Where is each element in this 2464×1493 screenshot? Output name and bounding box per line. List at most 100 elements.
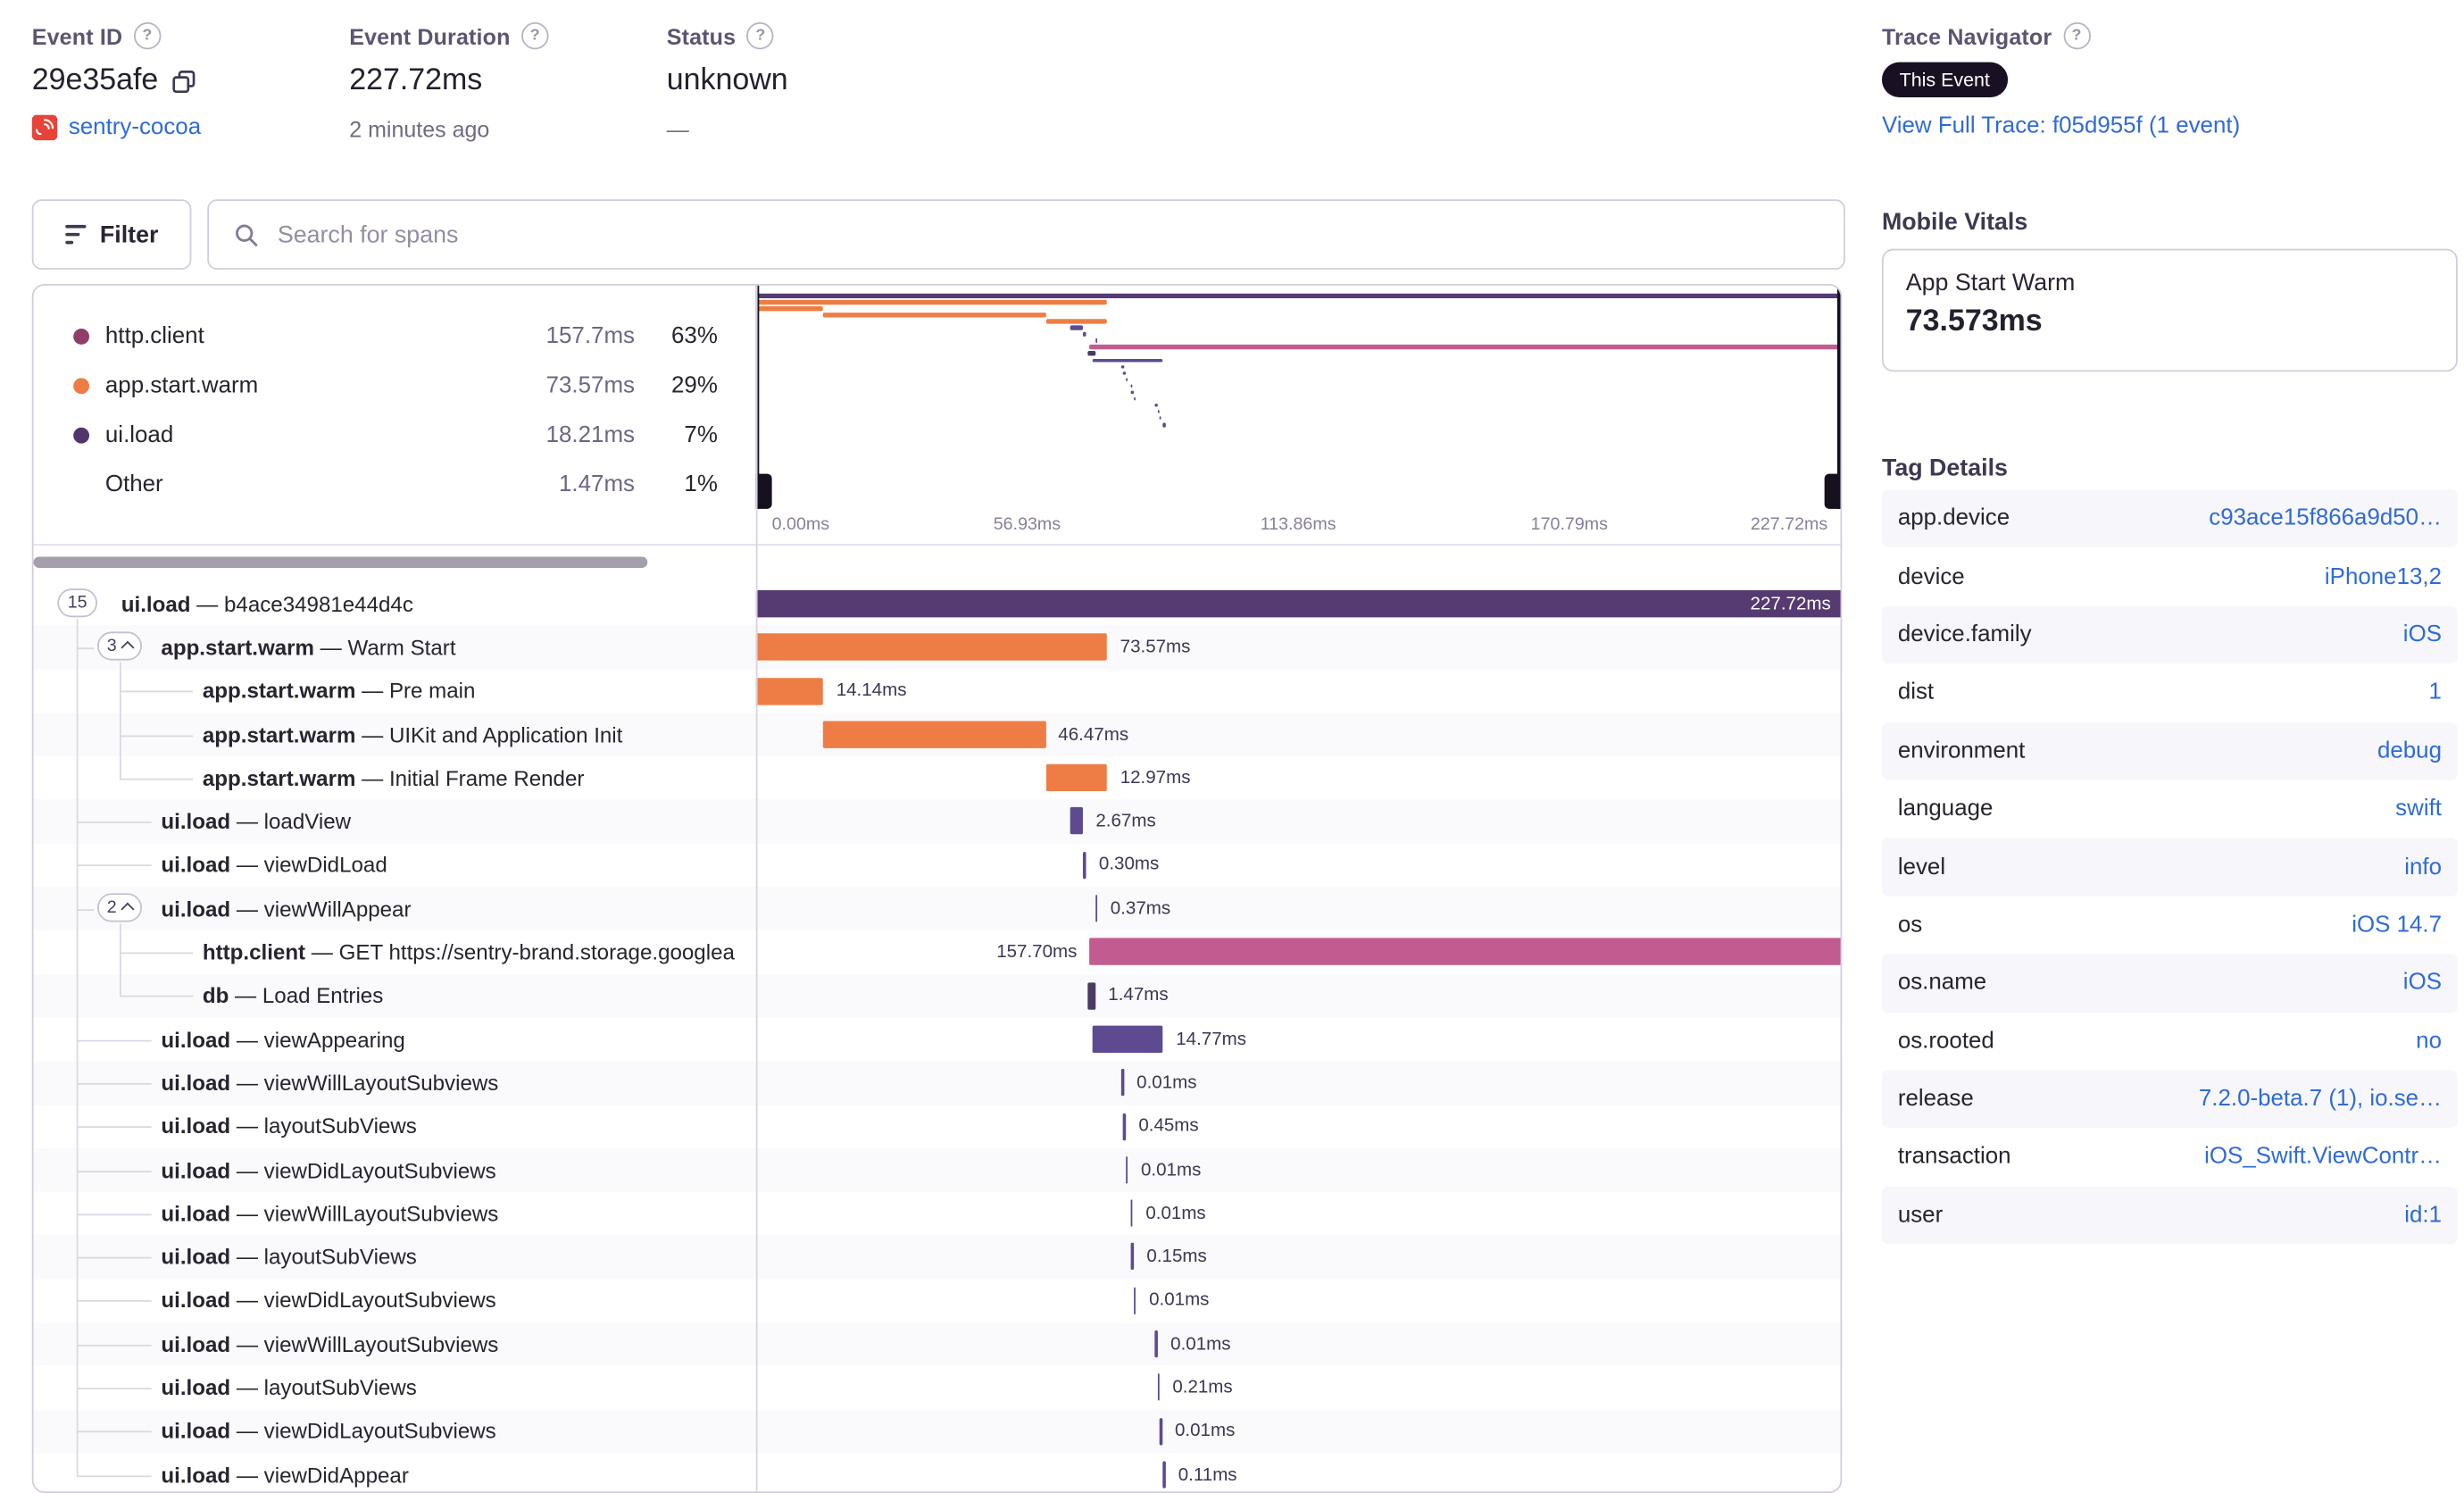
span-row[interactable]: 2 ui.load — viewWillAppear 0.37ms [33,887,1841,931]
minimap-left-handle[interactable] [755,473,772,509]
span-row[interactable]: app.start.warm — UIKit and Application I… [33,713,1841,757]
minimap-span-line [755,293,1841,298]
tag-value[interactable]: iOS 14.7 [2352,912,2442,938]
span-duration-label: 0.01ms [1149,1290,1210,1311]
span-children-badge[interactable]: 2 [96,893,143,922]
span-title: app.start.warm — Warm Start [161,635,456,660]
span-row[interactable]: ui.load — viewWillLayoutSubviews 0.01ms [33,1322,1841,1366]
search-input[interactable] [274,219,1844,250]
tag-value[interactable]: iOS_Swift.ViewContr… [2204,1144,2442,1171]
tag-value[interactable]: iOS [2402,621,2442,648]
help-icon[interactable] [521,22,549,50]
tag-value[interactable]: debug [2377,738,2442,764]
span-row[interactable]: 3 app.start.warm — Warm Start 73.57ms [33,625,1841,670]
span-row[interactable]: ui.load — layoutSubViews 0.45ms [34,1105,1841,1148]
minimap-span-line [1123,371,1126,375]
tag-value[interactable]: c93ace15f866a9d50… [2209,505,2442,532]
span-duration-bar[interactable] [1125,1155,1128,1184]
span-tree-cell: ui.load — layoutSubViews [34,1366,756,1410]
span-row[interactable]: ui.load — viewDidLayoutSubviews 0.01ms [33,1147,1841,1192]
span-tree-cell: ui.load — loadView [34,800,756,844]
span-title: ui.load — layoutSubViews [161,1114,417,1139]
span-duration-bar[interactable] [1159,1417,1162,1445]
minimap-span-line [1133,396,1136,401]
tag-value[interactable]: iOS [2402,970,2442,997]
tag-value[interactable]: swift [2395,796,2442,822]
span-duration-label: 14.14ms [836,681,907,701]
tag-row: os.name iOS [1881,954,2458,1013]
span-row[interactable]: ui.load — viewWillLayoutSubviews 0.01ms [34,1192,1841,1236]
legend-color-dot [73,377,90,394]
span-title: ui.load — viewDidLayoutSubviews [161,1419,496,1444]
span-duration-bar[interactable] [1121,1069,1124,1097]
legend-item: http.client 157.7ms 63% [34,311,756,360]
minimap-right-edge [1836,285,1841,509]
span-row[interactable]: db — Load Entries 1.47ms [33,973,1841,1018]
span-duration-bar[interactable] [1045,764,1108,792]
span-row[interactable]: 15 ui.load — b4ace34981e44d4c 227.72ms [34,582,1841,626]
span-duration-bar[interactable] [1123,1113,1127,1140]
help-icon[interactable] [133,22,162,50]
span-duration-label: 0.15ms [1146,1247,1207,1267]
minimap-span-line [823,313,1046,317]
filter-button[interactable]: Filter [31,199,192,270]
span-duration-bar[interactable] [1089,938,1841,966]
span-duration-bar[interactable] [1155,1330,1158,1358]
span-title: ui.load — viewWillAppear [161,897,412,922]
span-tree-cell: db — Load Entries [34,974,756,1018]
span-row[interactable]: http.client — GET https://sentry-brand.s… [34,930,1841,974]
span-duration-bar[interactable] [1133,1287,1136,1314]
span-row[interactable]: app.start.warm — Pre main 14.14ms [34,670,1841,713]
span-duration-bar[interactable] [755,633,1108,662]
span-row[interactable]: ui.load — viewWillLayoutSubviews 0.01ms [33,1061,1841,1105]
span-duration-bar[interactable] [1083,851,1086,879]
span-duration-bar[interactable] [1088,981,1095,1010]
span-row[interactable]: ui.load — viewDidLayoutSubviews 0.01ms [34,1279,1841,1322]
copy-icon[interactable] [172,70,196,94]
span-duration-bar[interactable] [1130,1199,1134,1228]
span-children-badge[interactable]: 3 [96,631,143,662]
legend-percent: 7% [684,421,718,448]
minimap-right-handle[interactable] [1824,473,1841,509]
span-row[interactable]: ui.load — viewAppearing 14.77ms [34,1018,1841,1062]
span-row[interactable]: ui.load — layoutSubViews 0.21ms [34,1366,1841,1410]
span-row[interactable]: ui.load — loadView 2.67ms [33,799,1841,844]
span-duration-label: 0.21ms [1172,1378,1233,1397]
view-full-trace-link[interactable]: View Full Trace: f05d955f (1 event) [1881,113,2241,139]
span-children-badge[interactable]: 15 [57,588,97,618]
span-duration-bar[interactable] [1070,807,1084,836]
help-icon[interactable] [2062,22,2091,50]
tag-value[interactable]: id:1 [2404,1202,2442,1229]
tag-value[interactable]: no [2416,1028,2442,1055]
project-link[interactable]: sentry-cocoa [68,114,202,141]
span-tree-cell: http.client — GET https://sentry-brand.s… [34,930,756,974]
span-duration-bar[interactable] [1092,1025,1163,1053]
minimap-span-line [1070,325,1084,330]
status-sub: — [666,116,689,142]
tag-value[interactable]: iPhone13,2 [2324,563,2442,590]
legend-item: Other 1.47ms 1% [34,459,756,508]
tag-value[interactable]: info [2404,854,2442,880]
span-duration-bar[interactable] [755,677,824,705]
span-duration-bar[interactable] [755,589,1841,618]
span-row[interactable]: ui.load — viewDidLoad 0.30ms [34,844,1841,888]
span-duration-bar[interactable] [1162,1461,1166,1489]
span-duration-bar[interactable] [823,721,1046,748]
span-row[interactable]: app.start.warm — Initial Frame Render 12.… [34,756,1841,800]
span-duration-bar[interactable] [1157,1373,1160,1402]
span-title: ui.load — viewDidAppear [161,1463,409,1488]
tree-bars-divider[interactable] [755,285,758,1492]
span-duration-bar[interactable] [1095,895,1098,922]
span-row[interactable]: ui.load — viewDidLayoutSubviews 0.01ms [33,1409,1841,1454]
tag-value[interactable]: 1 [2428,680,2442,706]
horizontal-scrollbar-thumb[interactable] [33,556,648,568]
filter-button-label: Filter [99,221,159,248]
help-icon[interactable] [746,22,775,50]
span-row[interactable]: ui.load — viewDidAppear 0.11ms [34,1453,1841,1491]
trace-minimap[interactable]: 0.00ms 56.93ms 113.86ms 170.79ms 227.72ms [755,285,1841,544]
span-row[interactable]: ui.load — layoutSubViews 0.15ms [33,1235,1841,1280]
tag-value[interactable]: 7.2.0-beta.7 (1), io.se… [2198,1086,2442,1113]
span-duration-bar[interactable] [1131,1243,1135,1271]
tag-row: os iOS 14.7 [1882,896,2458,954]
tree-scroll-strip [33,546,1841,582]
